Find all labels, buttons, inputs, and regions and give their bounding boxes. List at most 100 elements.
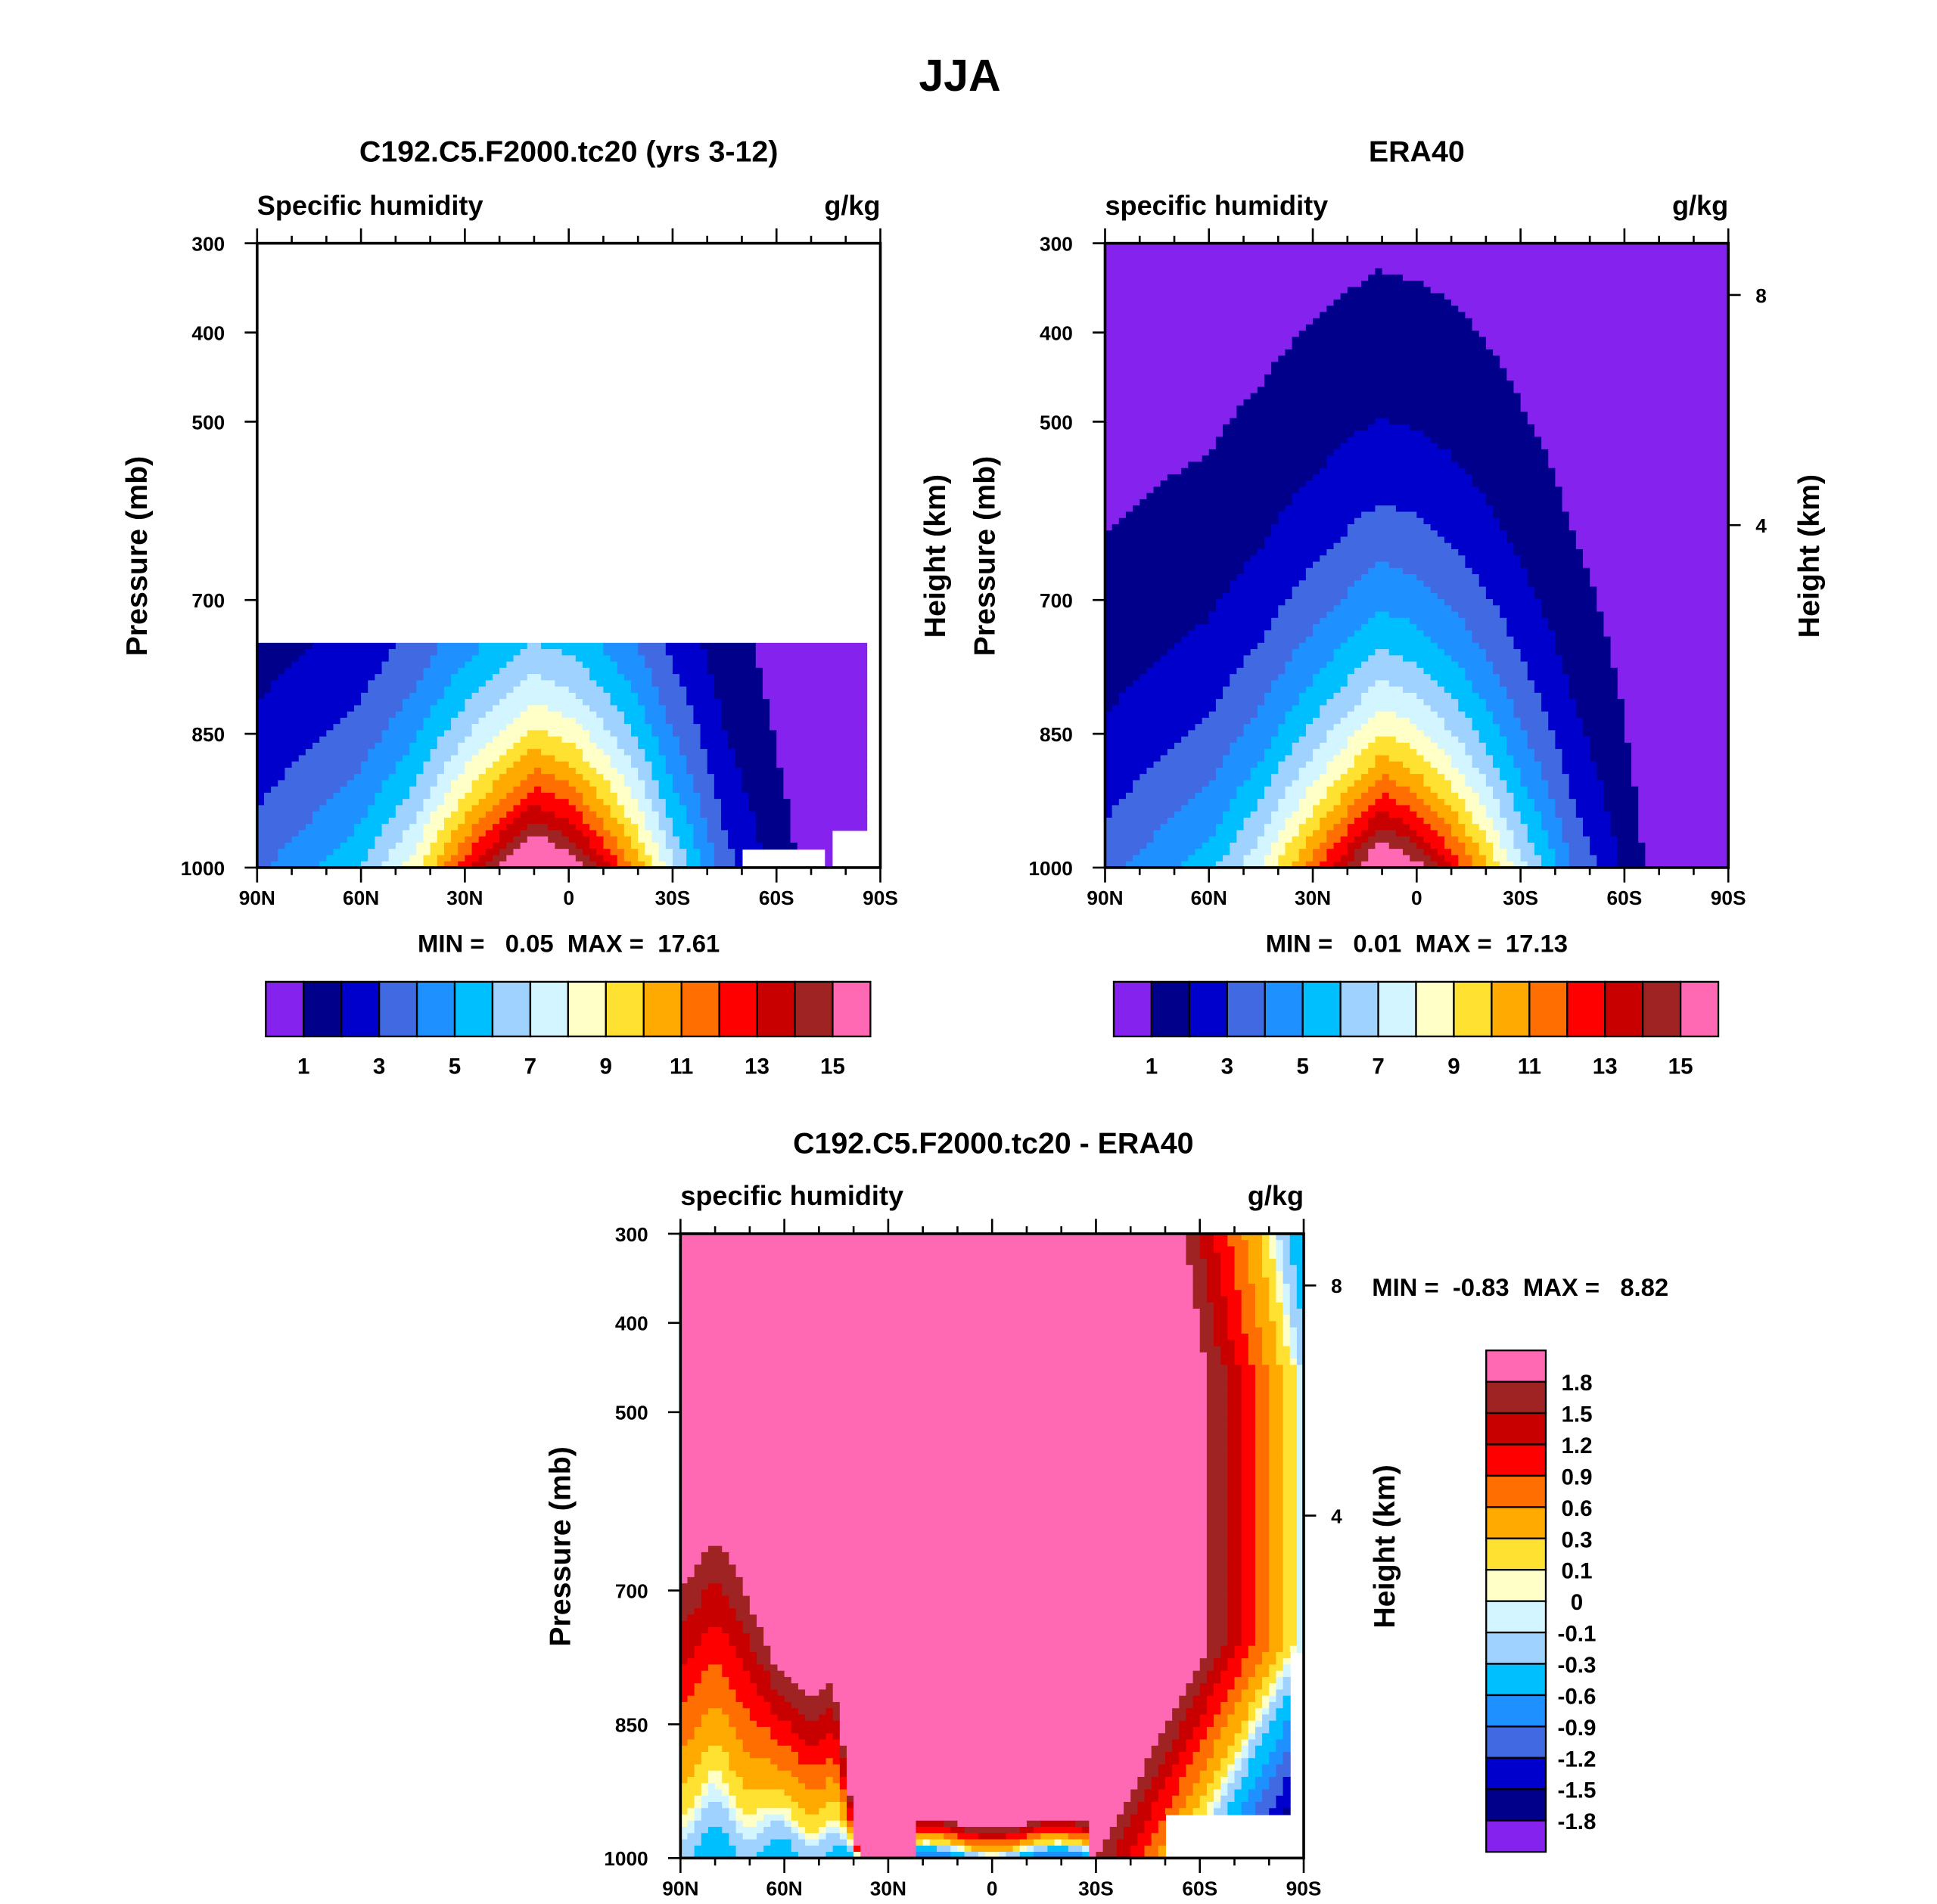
contour-band-cell — [1167, 817, 1224, 825]
contour-band-cell — [1444, 599, 1494, 607]
contour-band-cell — [1179, 1726, 1194, 1735]
contour-band-cell — [1541, 599, 1598, 607]
contour-band-cell — [1227, 1464, 1242, 1472]
contour-band-cell — [680, 1271, 1194, 1278]
contour-band-cell — [1320, 799, 1342, 806]
contour-band-cell — [1296, 1265, 1305, 1272]
contour-band-cell — [617, 799, 639, 806]
contour-band-cell — [770, 724, 868, 731]
contour-band-cell — [1192, 1290, 1208, 1297]
contour-band-cell — [1133, 786, 1203, 794]
contour-band-cell — [1541, 861, 1556, 868]
contour-band-cell — [645, 786, 660, 794]
contour-band-cell — [1375, 830, 1397, 837]
contour-band-cell — [617, 705, 646, 713]
contour-band-cell — [1269, 1608, 1284, 1616]
contour-band-cell — [1255, 1390, 1270, 1397]
variable-label: specific humidity — [1105, 190, 1328, 221]
contour-band-cell — [1241, 1570, 1256, 1578]
contour-band-cell — [638, 799, 653, 806]
contour-band-cell — [257, 792, 265, 800]
contour-band-cell — [1186, 1240, 1201, 1247]
contour-band-cell — [687, 1739, 744, 1747]
contour-band-cell — [465, 705, 493, 713]
contour-band-cell — [1151, 1745, 1174, 1753]
contour-band-cell — [1199, 1346, 1222, 1353]
contour-band-cell — [1234, 1758, 1242, 1766]
contour-band-cell — [729, 1783, 744, 1791]
contour-band-cell — [1283, 1321, 1291, 1328]
contour-band-cell — [1458, 811, 1473, 818]
contour-band-cell — [1105, 542, 1265, 550]
contour-band-cell — [471, 786, 493, 794]
contour-band-cell — [1276, 1321, 1284, 1328]
contour-band-cell — [257, 749, 306, 756]
contour-band-cell — [1151, 1808, 1166, 1815]
contour-band-cell — [1283, 1570, 1298, 1578]
contour-band-cell — [1105, 674, 1141, 682]
contour-band-cell — [1227, 1421, 1242, 1428]
contour-band-cell — [1241, 1421, 1256, 1428]
contour-band-cell — [1416, 792, 1438, 800]
contour-band-cell — [1186, 1770, 1201, 1778]
contour-band-cell — [1347, 436, 1432, 444]
contour-band-cell — [485, 680, 521, 688]
contour-band-cell — [1493, 761, 1515, 769]
contour-band-cell — [478, 686, 515, 694]
contour-band-cell — [319, 861, 362, 868]
colorbar-swatch — [1485, 1756, 1547, 1791]
contour-band-cell — [381, 667, 424, 676]
contour-band-cell — [458, 861, 473, 868]
contour-band-cell — [1597, 761, 1633, 769]
contour-band-cell — [1269, 1415, 1284, 1422]
panel-era40: ERA40 specific humidity g/kg 90N 60N 30N 0 3… — [919, 135, 1826, 1079]
colorbar-swatch — [265, 980, 305, 1038]
contour-band-cell — [403, 836, 424, 843]
x-tick-label: 30N — [446, 887, 483, 909]
contour-band-cell — [722, 1708, 751, 1716]
contour-band-cell — [729, 1802, 737, 1809]
contour-band-cell — [1105, 243, 1730, 250]
contour-band-cell — [1590, 574, 1730, 582]
colorbar-swatch — [1485, 1694, 1547, 1728]
x-tick-label: 30N — [1295, 887, 1331, 909]
contour-band-cell — [257, 724, 334, 731]
contour-band-cell — [957, 1833, 979, 1840]
contour-band-cell — [1354, 855, 1370, 862]
contour-band-cell — [1264, 792, 1286, 800]
contour-band-cell — [1410, 836, 1425, 843]
contour-band-cell — [1144, 1852, 1159, 1859]
contour-band-cell — [1493, 849, 1508, 856]
contour-band-cell — [1340, 443, 1438, 450]
contour-band-cell — [1105, 692, 1120, 700]
contour-band-cell — [825, 1683, 834, 1691]
contour-band-cell — [1271, 849, 1286, 856]
contour-band-cell — [916, 1827, 952, 1834]
contour-band-cell — [1109, 1827, 1125, 1834]
contour-band-cell — [1569, 511, 1730, 519]
contour-band-cell — [1199, 1720, 1215, 1728]
contour-band-cell — [1513, 861, 1528, 868]
contour-band-cell — [1289, 1645, 1298, 1653]
contour-band-cell — [658, 786, 673, 794]
contour-band-cell — [1206, 1377, 1229, 1385]
contour-band-cell — [1361, 842, 1376, 850]
colorbar-label: 13 — [1593, 1054, 1618, 1079]
contour-band-cell — [1296, 1551, 1305, 1560]
contour-band-cell — [1465, 749, 1487, 756]
contour-band-cell — [1271, 617, 1321, 626]
contour-band-cell — [1513, 642, 1556, 651]
contour-band-cell — [1227, 1527, 1242, 1535]
contour-band-cell — [1269, 1751, 1284, 1760]
contour-band-cell — [1227, 1409, 1242, 1416]
contour-band-cell — [1285, 711, 1321, 719]
colorbar-swatch — [1485, 1412, 1547, 1446]
contour-band-cell — [1382, 268, 1730, 275]
contour-band-cell — [721, 717, 771, 725]
contour-band-cell — [700, 724, 722, 731]
contour-band-cell — [672, 849, 688, 856]
contour-band-cell — [1500, 356, 1730, 363]
contour-band-cell — [1230, 805, 1258, 812]
colorbar-swatch — [1226, 980, 1266, 1038]
contour-band-cell — [1430, 523, 1501, 532]
